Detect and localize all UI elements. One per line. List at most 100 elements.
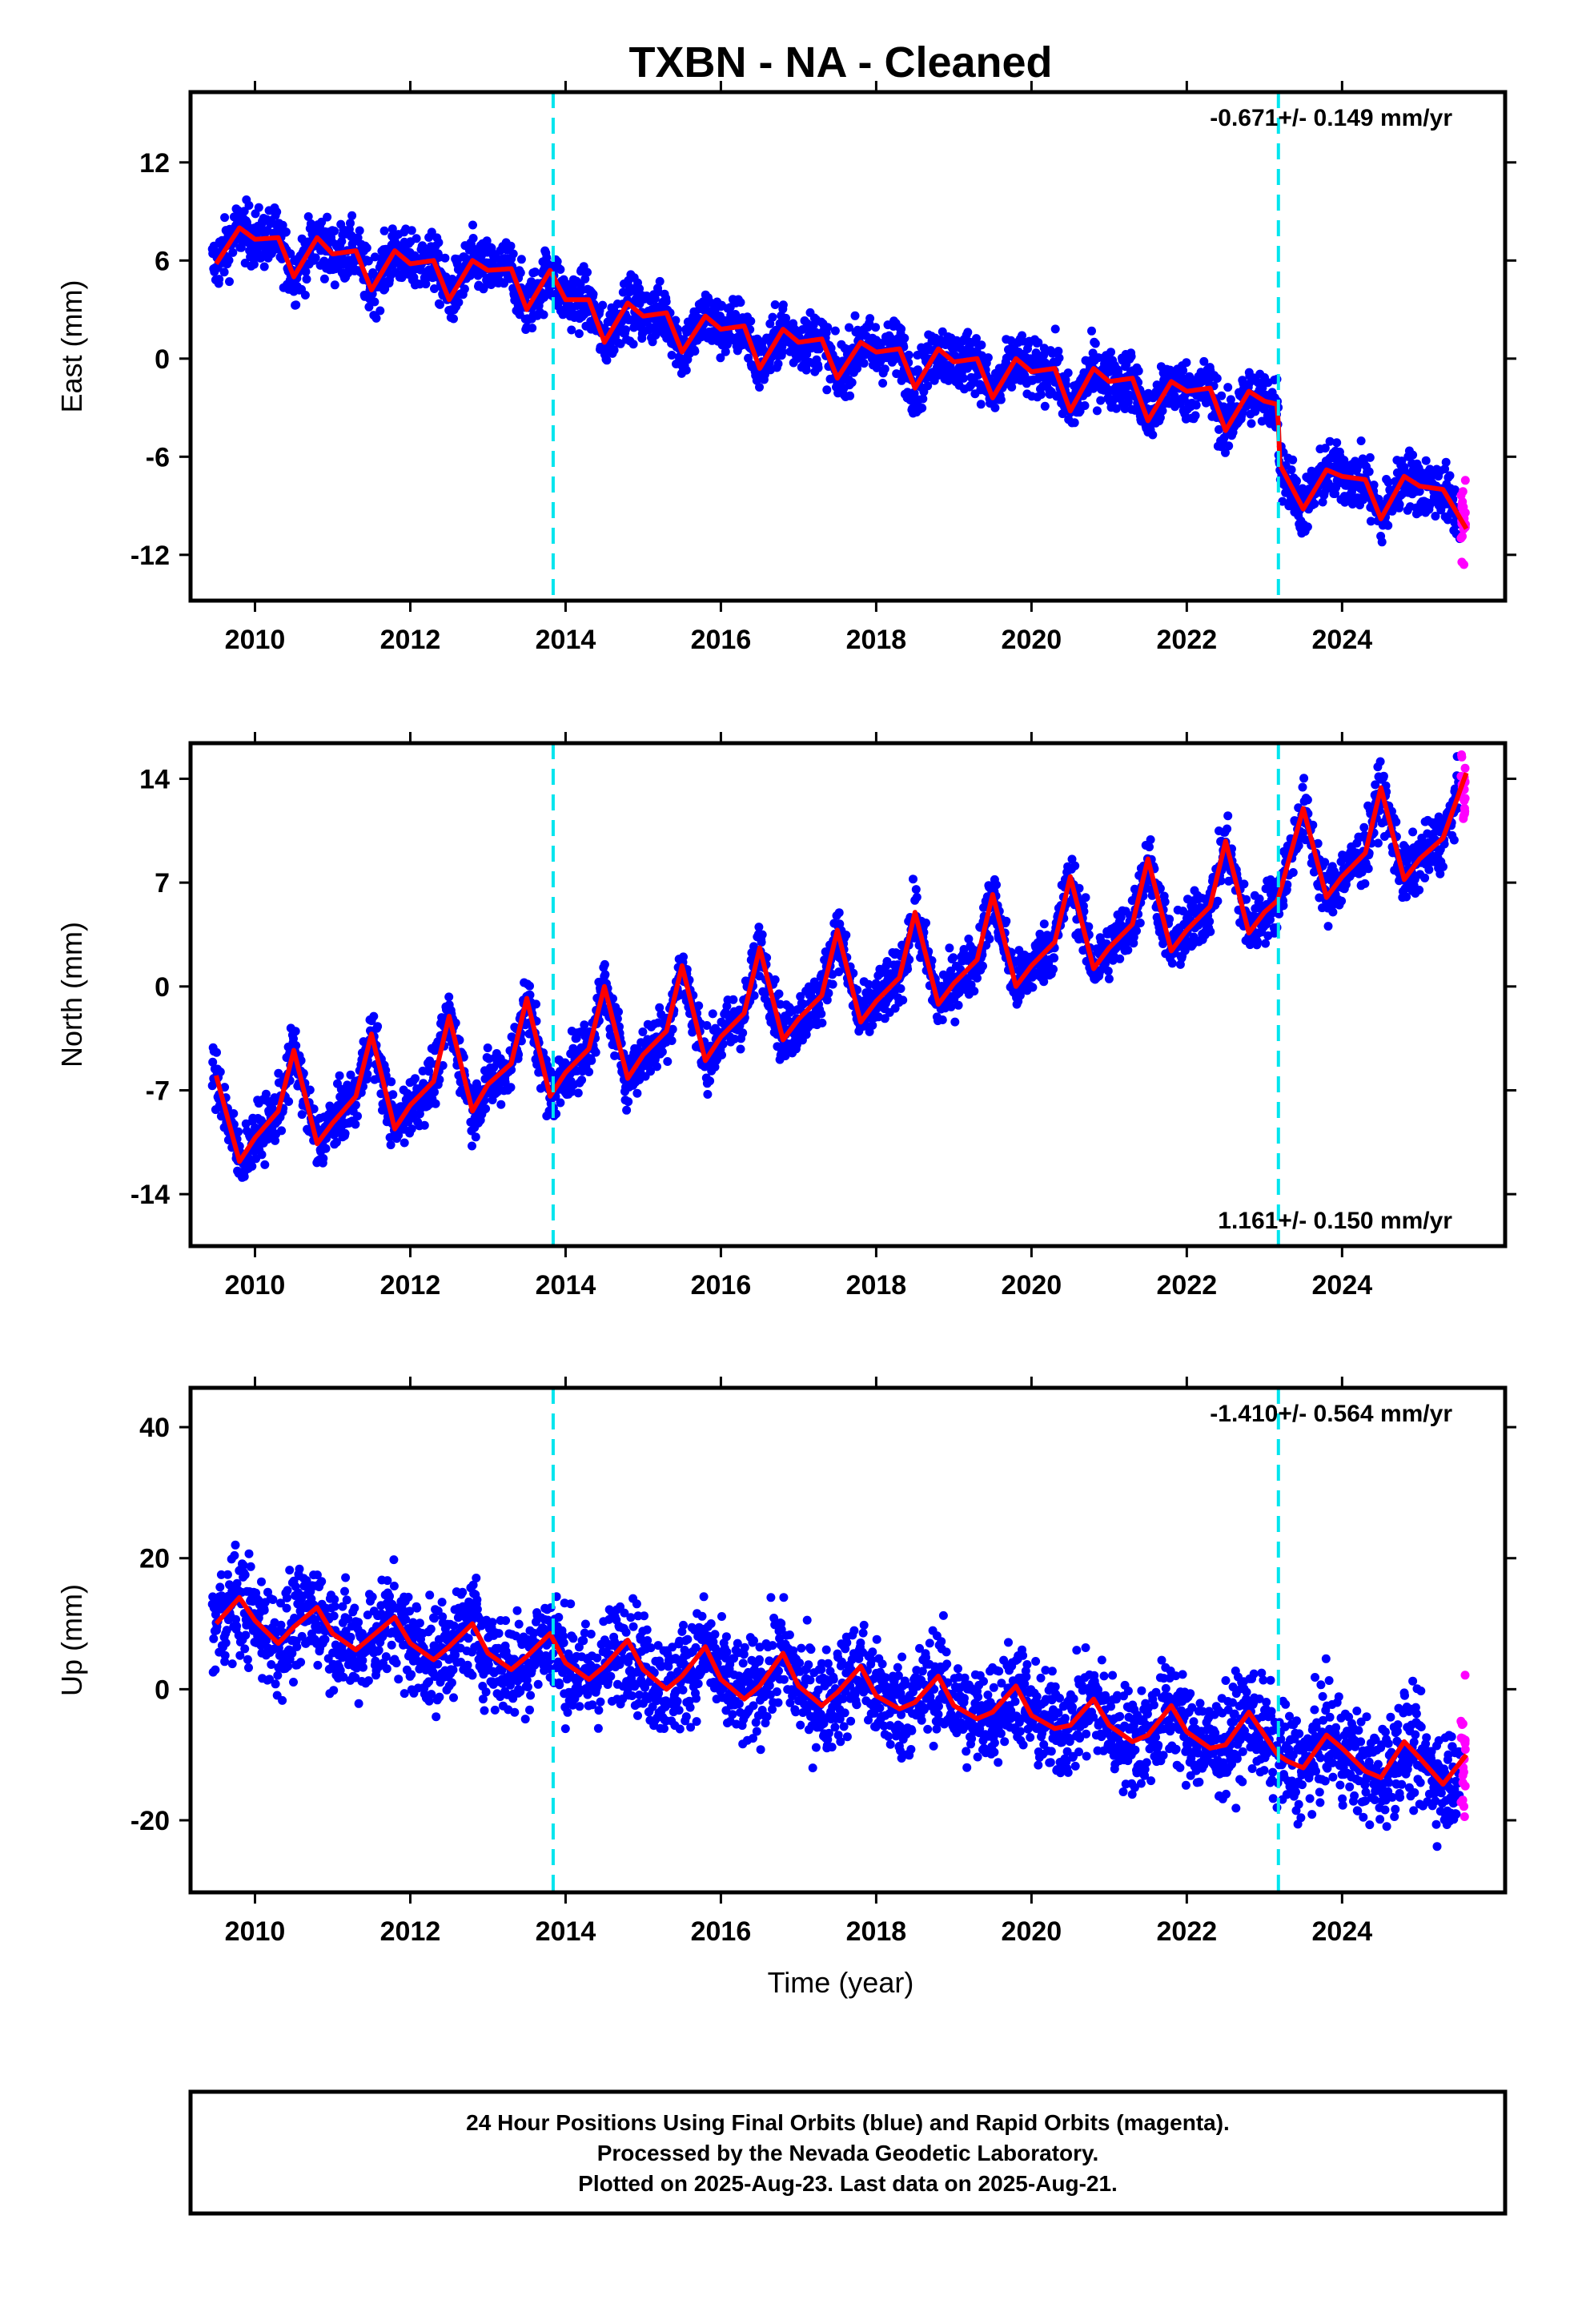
final-point	[249, 259, 259, 269]
final-point	[337, 236, 347, 246]
rapid-point	[1458, 487, 1468, 497]
final-point	[281, 227, 291, 237]
final-point	[436, 300, 444, 309]
final-point	[286, 249, 295, 259]
final-point	[1111, 404, 1121, 413]
final-point	[817, 1018, 827, 1027]
final-point	[1408, 450, 1418, 460]
final-point	[420, 1120, 429, 1130]
final-point	[444, 992, 454, 1002]
final-point	[573, 1088, 583, 1098]
final-point	[219, 267, 229, 277]
rapid-point	[1457, 557, 1467, 567]
final-point	[952, 336, 962, 345]
final-point	[976, 400, 986, 409]
final-point	[1049, 964, 1058, 974]
final-point	[1039, 919, 1049, 929]
chart-title: TXBN - NA - Cleaned	[628, 38, 1052, 86]
final-point	[400, 1138, 409, 1148]
final-point	[1421, 456, 1431, 465]
final-point	[1191, 411, 1200, 420]
final-point	[761, 988, 770, 998]
final-point	[481, 1104, 491, 1113]
final-point	[605, 1024, 615, 1034]
final-point	[574, 329, 584, 339]
final-point	[1028, 983, 1038, 992]
final-point	[567, 325, 576, 335]
final-point	[479, 283, 488, 292]
final-point	[468, 1141, 476, 1151]
final-point	[736, 298, 745, 308]
final-point	[1126, 352, 1136, 361]
final-point	[302, 275, 311, 284]
final-point	[628, 340, 638, 349]
final-point	[985, 935, 994, 943]
final-point	[746, 316, 756, 326]
final-point	[973, 973, 982, 983]
final-point	[379, 226, 389, 235]
final-point	[506, 1083, 516, 1092]
final-point	[1120, 404, 1130, 413]
final-point	[272, 207, 282, 217]
final-point	[583, 267, 592, 277]
final-point	[690, 347, 700, 356]
final-point	[425, 1056, 435, 1066]
final-point	[1332, 438, 1342, 448]
final-point	[754, 923, 764, 932]
final-point	[950, 352, 960, 360]
final-point	[371, 313, 381, 323]
final-point	[277, 1126, 287, 1136]
final-point	[291, 1041, 301, 1051]
final-point	[588, 289, 598, 299]
final-point	[301, 267, 311, 276]
final-point	[248, 241, 258, 250]
final-point	[913, 365, 922, 375]
final-point	[1377, 537, 1387, 547]
final-point	[224, 255, 234, 265]
final-point	[1148, 430, 1158, 440]
final-point	[909, 388, 919, 398]
final-point	[1415, 508, 1424, 517]
final-point	[945, 943, 954, 953]
final-point	[353, 233, 363, 243]
final-point	[1443, 515, 1452, 525]
final-point	[254, 203, 263, 212]
final-point	[1287, 465, 1296, 475]
final-point	[1347, 500, 1357, 509]
final-point	[482, 236, 492, 246]
final-point	[702, 1021, 712, 1030]
final-point	[225, 277, 234, 287]
final-point	[813, 363, 823, 372]
final-point	[508, 249, 518, 259]
final-point	[1186, 374, 1195, 384]
final-point	[284, 1097, 294, 1106]
final-point	[777, 347, 787, 356]
final-point	[331, 1137, 341, 1147]
final-point	[954, 1000, 963, 1010]
final-point	[335, 1071, 344, 1080]
final-point	[1037, 390, 1046, 400]
final-point	[375, 306, 385, 316]
final-point	[1221, 448, 1230, 457]
final-point	[363, 256, 373, 266]
final-point	[978, 961, 987, 971]
final-point	[449, 314, 458, 324]
final-point	[427, 227, 436, 237]
final-point	[1303, 522, 1312, 532]
final-point	[386, 1140, 396, 1150]
final-point	[1087, 326, 1096, 336]
final-point	[770, 975, 780, 984]
final-point	[1058, 409, 1067, 419]
final-point	[797, 325, 807, 334]
final-point	[1431, 512, 1440, 521]
final-point	[598, 300, 608, 310]
final-point	[1450, 485, 1460, 495]
final-point	[257, 1150, 267, 1160]
final-point	[1364, 467, 1374, 476]
final-point	[830, 326, 840, 336]
final-point	[757, 938, 766, 947]
final-point	[1383, 477, 1393, 487]
final-point	[600, 959, 609, 969]
final-point	[1007, 382, 1017, 392]
final-point	[705, 1076, 715, 1086]
